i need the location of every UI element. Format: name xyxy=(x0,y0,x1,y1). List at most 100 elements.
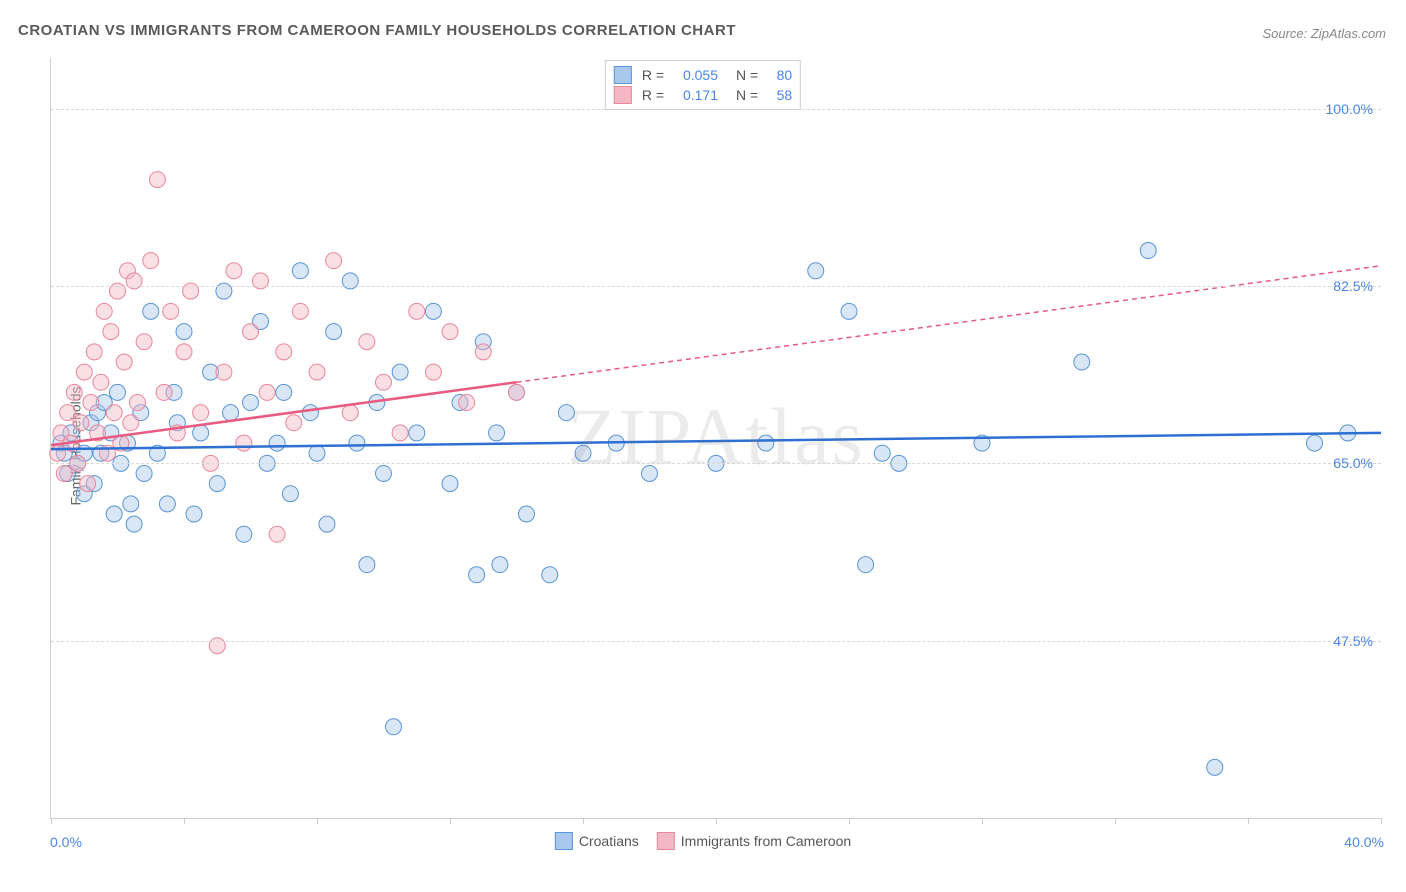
gridline xyxy=(51,463,1381,464)
data-point xyxy=(106,405,122,421)
data-point xyxy=(129,395,145,411)
data-point xyxy=(442,476,458,492)
x-tick-mark xyxy=(849,818,850,824)
data-point xyxy=(359,334,375,350)
legend-item: Immigrants from Cameroon xyxy=(657,832,851,850)
plot-area: ZIPAtlas 47.5%65.0%82.5%100.0% xyxy=(50,58,1381,819)
data-point xyxy=(223,405,239,421)
x-tick-mark xyxy=(184,818,185,824)
data-point xyxy=(518,506,534,522)
legend-swatch xyxy=(657,832,675,850)
data-point xyxy=(376,374,392,390)
data-point xyxy=(425,364,441,380)
legend-label: Croatians xyxy=(579,833,639,849)
data-point xyxy=(243,324,259,340)
chart-title: CROATIAN VS IMMIGRANTS FROM CAMEROON FAM… xyxy=(18,22,736,39)
data-point xyxy=(492,557,508,573)
data-point xyxy=(1307,435,1323,451)
data-point xyxy=(176,344,192,360)
y-tick-label: 100.0% xyxy=(1326,101,1373,117)
data-point xyxy=(326,324,342,340)
data-point xyxy=(302,405,318,421)
y-tick-label: 65.0% xyxy=(1333,455,1373,471)
data-point xyxy=(136,334,152,350)
stat-r-value: 0.171 xyxy=(670,87,718,103)
stat-n-value: 80 xyxy=(764,67,792,83)
data-point xyxy=(269,526,285,542)
data-point xyxy=(73,415,89,431)
data-point xyxy=(193,425,209,441)
data-point xyxy=(469,567,485,583)
x-tick-mark xyxy=(317,818,318,824)
data-point xyxy=(76,364,92,380)
data-point xyxy=(93,374,109,390)
stat-n-value: 58 xyxy=(764,87,792,103)
data-point xyxy=(236,526,252,542)
data-point xyxy=(143,253,159,269)
data-point xyxy=(1074,354,1090,370)
stat-r-value: 0.055 xyxy=(670,67,718,83)
data-point xyxy=(96,303,112,319)
data-point xyxy=(292,263,308,279)
stat-n-label: N = xyxy=(736,67,758,83)
legend-swatch xyxy=(555,832,573,850)
x-tick-mark xyxy=(583,818,584,824)
x-tick-label-max: 40.0% xyxy=(1344,834,1384,850)
data-point xyxy=(50,445,66,461)
data-point xyxy=(282,486,298,502)
data-point xyxy=(103,324,119,340)
source-label: Source: ZipAtlas.com xyxy=(1262,26,1386,41)
data-point xyxy=(309,364,325,380)
data-point xyxy=(409,303,425,319)
data-point xyxy=(123,415,139,431)
x-tick-mark xyxy=(51,818,52,824)
stat-r-label: R = xyxy=(642,67,664,83)
data-point xyxy=(226,263,242,279)
data-point xyxy=(309,445,325,461)
data-point xyxy=(758,435,774,451)
data-point xyxy=(80,476,96,492)
data-point xyxy=(66,384,82,400)
scatter-svg xyxy=(51,58,1381,818)
data-point xyxy=(841,303,857,319)
data-point xyxy=(409,425,425,441)
data-point xyxy=(156,384,172,400)
data-point xyxy=(1140,243,1156,259)
legend-swatch xyxy=(614,66,632,84)
data-point xyxy=(542,567,558,583)
data-point xyxy=(149,172,165,188)
stats-legend-row: R = 0.055 N = 80 xyxy=(614,65,792,85)
data-point xyxy=(126,516,142,532)
data-point xyxy=(276,344,292,360)
x-tick-mark xyxy=(716,818,717,824)
stat-r-label: R = xyxy=(642,87,664,103)
data-point xyxy=(209,476,225,492)
gridline xyxy=(51,286,1381,287)
data-point xyxy=(509,384,525,400)
data-point xyxy=(143,303,159,319)
data-point xyxy=(186,506,202,522)
data-point xyxy=(385,719,401,735)
x-tick-mark xyxy=(450,818,451,824)
data-point xyxy=(110,384,126,400)
data-point xyxy=(163,303,179,319)
data-point xyxy=(243,395,259,411)
x-tick-mark xyxy=(982,818,983,824)
data-point xyxy=(489,425,505,441)
data-point xyxy=(326,253,342,269)
data-point xyxy=(123,496,139,512)
gridline xyxy=(51,641,1381,642)
data-point xyxy=(116,354,132,370)
data-point xyxy=(216,364,232,380)
data-point xyxy=(276,384,292,400)
data-point xyxy=(392,364,408,380)
x-tick-mark xyxy=(1248,818,1249,824)
data-point xyxy=(874,445,890,461)
data-point xyxy=(1207,759,1223,775)
data-point xyxy=(475,344,491,360)
data-point xyxy=(642,465,658,481)
data-point xyxy=(193,405,209,421)
data-point xyxy=(442,324,458,340)
series-legend: Croatians Immigrants from Cameroon xyxy=(555,832,851,850)
data-point xyxy=(342,405,358,421)
